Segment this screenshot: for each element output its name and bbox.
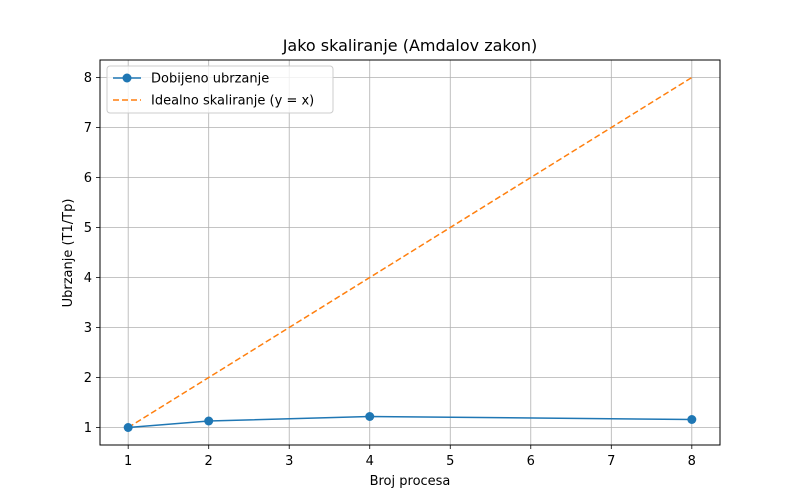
data-point: [687, 415, 697, 424]
data-point: [204, 416, 214, 426]
data-point: [123, 423, 133, 432]
y-tick-label: 4: [84, 271, 92, 286]
x-tick-label: 1: [124, 454, 132, 469]
y-tick-label: 1: [84, 421, 92, 436]
y-tick-label: 3: [84, 321, 92, 336]
x-tick-label: 8: [688, 454, 696, 469]
series-line-idealno-skaliranje-y-x: [127, 76, 693, 429]
data-point: [365, 412, 375, 421]
y-tick-label: 2: [84, 371, 92, 386]
y-tick-label: 8: [84, 71, 92, 86]
y-tick-label: 7: [84, 121, 92, 136]
legend: Dobijeno ubrzanje Idealno skaliranje (y …: [106, 65, 334, 114]
x-tick-label: 2: [205, 454, 213, 469]
y-axis: 1 2 3 4 5 6 7 8: [84, 71, 100, 436]
legend-label-idealno-skaliranje: Idealno skaliranje (y = x): [151, 94, 314, 109]
y-axis-label: Ubrzanje (T1/Tp): [61, 199, 76, 308]
plot-series: [123, 76, 697, 432]
grid: [100, 60, 720, 445]
x-tick-label: 4: [366, 454, 374, 469]
legend-marker-dobijeno-ubrzanje: [122, 73, 132, 83]
x-axis: 1 2 3 4 5 6 7 8: [124, 445, 696, 469]
legend-box: [106, 65, 334, 114]
x-tick-label: 3: [285, 454, 293, 469]
y-tick-label: 6: [84, 171, 92, 186]
plot-area-frame: [99, 59, 721, 446]
y-tick-label: 5: [84, 221, 92, 236]
x-tick-label: 6: [527, 454, 535, 469]
chart-title: Jako skaliranje (Amdalov zakon): [282, 36, 538, 55]
x-tick-label: 5: [446, 454, 454, 469]
x-tick-label: 7: [607, 454, 615, 469]
series-line-dobijeno-ubrzanje: [128, 415, 692, 429]
legend-label-dobijeno-ubrzanje: Dobijeno ubrzanje: [151, 72, 269, 87]
x-axis-label: Broj procesa: [370, 474, 451, 489]
